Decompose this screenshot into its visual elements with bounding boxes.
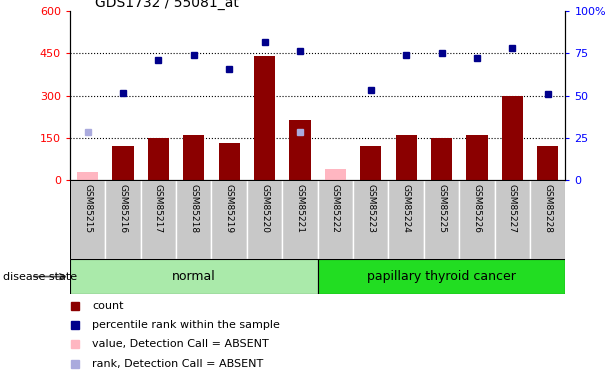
Text: GSM85226: GSM85226 (472, 184, 482, 233)
Text: GSM85217: GSM85217 (154, 184, 163, 233)
Text: value, Detection Call = ABSENT: value, Detection Call = ABSENT (92, 339, 269, 350)
Bar (353, 180, 389, 259)
Text: GSM85222: GSM85222 (331, 184, 340, 233)
Text: GSM85219: GSM85219 (225, 184, 233, 233)
Bar (502, 96, 523, 180)
Bar (219, 144, 240, 180)
Text: normal: normal (172, 270, 216, 283)
Bar (396, 135, 417, 180)
Bar (254, 56, 275, 180)
Bar (212, 180, 247, 259)
Text: GSM85225: GSM85225 (437, 184, 446, 233)
Text: papillary thyroid cancer: papillary thyroid cancer (367, 270, 516, 283)
Bar (317, 180, 353, 259)
Text: GSM85215: GSM85215 (83, 184, 92, 233)
Text: disease state: disease state (3, 272, 77, 282)
Bar (424, 180, 459, 259)
Bar (289, 120, 311, 180)
Bar (112, 146, 134, 180)
Text: GSM85218: GSM85218 (189, 184, 198, 233)
Bar (317, 259, 565, 294)
Text: count: count (92, 301, 123, 311)
Bar (70, 180, 105, 259)
Text: GSM85227: GSM85227 (508, 184, 517, 233)
Bar (530, 180, 565, 259)
Bar (247, 180, 282, 259)
Bar (389, 180, 424, 259)
Bar (495, 180, 530, 259)
Text: GSM85223: GSM85223 (366, 184, 375, 233)
Bar (140, 180, 176, 259)
Bar (176, 180, 212, 259)
Bar (70, 259, 317, 294)
Bar (148, 138, 169, 180)
Bar (183, 135, 204, 180)
Text: GSM85228: GSM85228 (543, 184, 552, 233)
Bar (537, 146, 558, 180)
Bar (431, 138, 452, 180)
Text: GSM85224: GSM85224 (402, 184, 410, 233)
Text: GDS1732 / 55081_at: GDS1732 / 55081_at (95, 0, 238, 10)
Bar (282, 180, 317, 259)
Text: GSM85221: GSM85221 (295, 184, 305, 233)
Bar (466, 135, 488, 180)
Bar (325, 169, 346, 180)
Bar (105, 180, 140, 259)
Bar (77, 172, 98, 180)
Text: GSM85220: GSM85220 (260, 184, 269, 233)
Bar (459, 180, 495, 259)
Bar (360, 146, 381, 180)
Text: rank, Detection Call = ABSENT: rank, Detection Call = ABSENT (92, 358, 263, 369)
Text: percentile rank within the sample: percentile rank within the sample (92, 320, 280, 330)
Text: GSM85216: GSM85216 (119, 184, 128, 233)
